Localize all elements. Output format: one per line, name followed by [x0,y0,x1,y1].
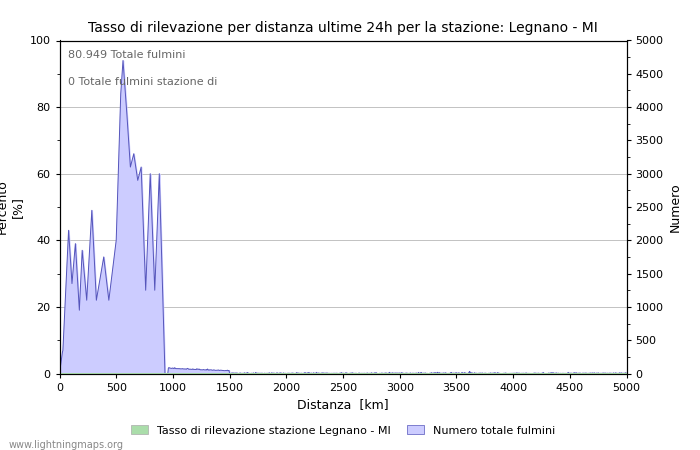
Text: 80.949 Totale fulmini: 80.949 Totale fulmini [68,50,186,60]
Title: Tasso di rilevazione per distanza ultime 24h per la stazione: Legnano - MI: Tasso di rilevazione per distanza ultime… [88,21,598,35]
X-axis label: Distanza  [km]: Distanza [km] [298,398,389,411]
Text: www.lightningmaps.org: www.lightningmaps.org [8,440,123,450]
Legend: Tasso di rilevazione stazione Legnano - MI, Numero totale fulmini: Tasso di rilevazione stazione Legnano - … [127,421,559,440]
Y-axis label: Percento
[%]: Percento [%] [0,180,24,234]
Y-axis label: Numero: Numero [669,182,682,232]
Text: 0 Totale fulmini stazione di: 0 Totale fulmini stazione di [68,77,218,87]
